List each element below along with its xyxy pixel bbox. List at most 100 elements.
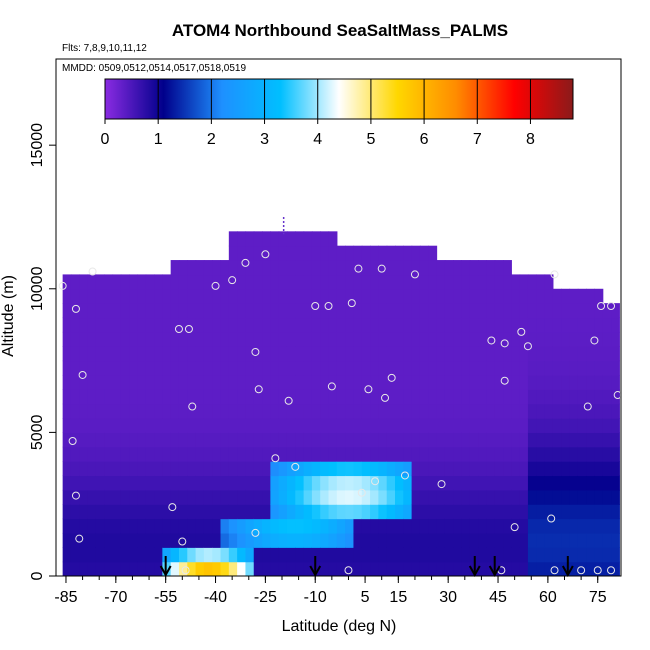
heatmap-cell [602, 489, 612, 505]
heatmap-cell [154, 360, 163, 376]
heatmap-cell [411, 461, 421, 477]
heatmap-cell [353, 504, 363, 520]
heatmap-cell [104, 475, 114, 491]
heatmap-cell [527, 288, 537, 304]
heatmap-cell [353, 461, 363, 477]
heatmap-cell [478, 561, 487, 576]
heatmap-cell [328, 303, 338, 319]
heatmap-cell [353, 446, 363, 462]
heatmap-cell [237, 346, 247, 362]
heatmap-cell [486, 547, 496, 563]
heatmap-cell [120, 389, 130, 405]
heatmap-cell [120, 432, 130, 448]
heatmap-cell [228, 518, 238, 534]
heatmap-cell [386, 518, 396, 534]
heatmap-cell [212, 374, 222, 390]
heatmap-cell [403, 360, 413, 376]
heatmap-cell [203, 504, 213, 520]
heatmap-cell [428, 260, 438, 276]
heatmap-cell [378, 360, 388, 376]
heatmap-cell [577, 518, 587, 534]
heatmap-cell [220, 561, 230, 576]
heatmap-cell [311, 475, 321, 491]
heatmap-cell [527, 489, 537, 505]
heatmap-cell [486, 446, 496, 462]
heatmap-cell [419, 432, 429, 448]
heatmap-cell [386, 374, 396, 390]
heatmap-cell [544, 331, 554, 347]
heatmap-cell [419, 274, 429, 290]
heatmap-cell [253, 245, 263, 261]
heatmap-cell [519, 374, 529, 390]
heatmap-cell [428, 489, 438, 505]
heatmap-cell [87, 432, 97, 448]
heatmap-cell [129, 331, 139, 347]
heatmap-cell [444, 561, 454, 576]
heatmap-cell [212, 288, 222, 304]
heatmap-cell [262, 317, 271, 333]
heatmap-cell [527, 303, 537, 319]
heatmap-cell [87, 346, 97, 362]
heatmap-cell [345, 489, 355, 505]
heatmap-cell [170, 303, 180, 319]
heatmap-cell [278, 446, 288, 462]
heatmap-cell [120, 461, 130, 477]
sample-point [523, 342, 532, 351]
heatmap-cell [70, 418, 80, 433]
heatmap-cell [527, 403, 537, 419]
heatmap-cell [378, 418, 388, 433]
heatmap-cell [361, 547, 371, 563]
heatmap-cell [129, 432, 139, 448]
heatmap-cell [361, 331, 371, 347]
heatmap-cell [129, 446, 139, 462]
heatmap-cell [187, 475, 197, 491]
x-tick-label: -40 [204, 589, 227, 606]
heatmap-cell [345, 346, 355, 362]
heatmap-cell [112, 346, 122, 362]
heatmap-cell [353, 260, 363, 276]
heatmap-cell [478, 317, 487, 333]
heatmap-cell [594, 360, 604, 376]
heatmap-cell [170, 432, 180, 448]
heatmap-cell [444, 317, 454, 333]
heatmap-cell [461, 403, 471, 419]
heatmap-cell [237, 518, 247, 534]
heatmap-cell [195, 547, 205, 563]
heatmap-cell [253, 475, 263, 491]
heatmap-cell [303, 374, 313, 390]
heatmap-cell [262, 504, 271, 520]
heatmap-cell [253, 446, 263, 462]
heatmap-cell [95, 389, 105, 405]
heatmap-cell [295, 274, 305, 290]
heatmap-cell [594, 389, 604, 405]
heatmap-cell [79, 374, 89, 390]
heatmap-cell [303, 331, 313, 347]
heatmap-cell [444, 461, 454, 477]
heatmap-cell [237, 260, 247, 276]
sample-point [174, 324, 183, 333]
heatmap-cell [220, 432, 230, 448]
heatmap-cell [527, 461, 537, 477]
heatmap-cell [586, 331, 596, 347]
heatmap-cell [370, 446, 379, 462]
heatmap-cell [286, 432, 296, 448]
heatmap-cell [361, 403, 371, 419]
heatmap-cell [453, 303, 463, 319]
heatmap-cell [104, 317, 114, 333]
heatmap-cell [411, 403, 421, 419]
heatmap-cell [311, 532, 321, 548]
heatmap-cell [486, 260, 496, 276]
heatmap-cell [178, 288, 188, 304]
heatmap-cell [187, 504, 197, 520]
sample-point [550, 270, 559, 279]
heatmap-cell [345, 389, 355, 405]
heatmap-cell [519, 489, 529, 505]
heatmap-cell [503, 475, 512, 491]
heatmap-cell [602, 389, 612, 405]
heatmap-cell [561, 446, 571, 462]
heatmap-cell [469, 346, 479, 362]
heatmap-cell [87, 518, 97, 534]
heatmap-cell [336, 403, 346, 419]
sample-point [381, 393, 390, 402]
heatmap-cell [586, 346, 596, 362]
